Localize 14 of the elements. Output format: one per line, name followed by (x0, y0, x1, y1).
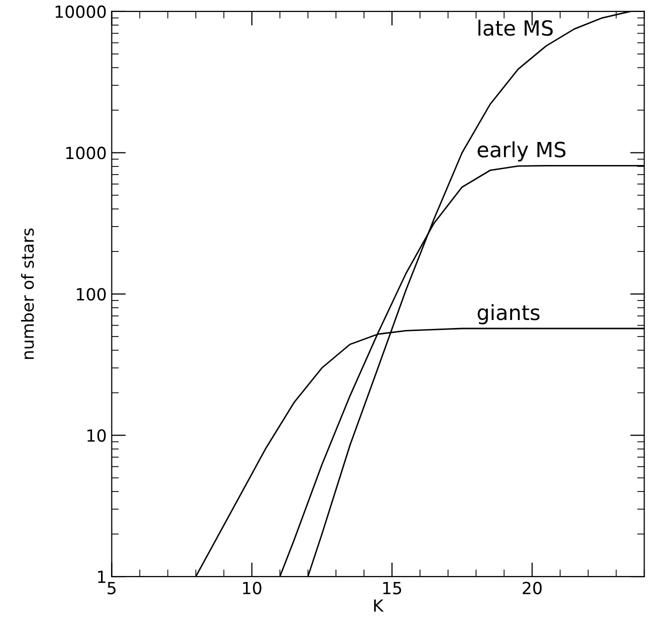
y-tick-label: 1000 (66, 146, 106, 160)
y-tick-label: 10 (87, 429, 106, 442)
legend-label: late MS (478, 20, 553, 36)
series-label: giants (478, 304, 540, 324)
y-tick-label: 1 (98, 570, 106, 583)
y-tick-label: 10000 (56, 5, 106, 18)
y-tick-label: 100 (76, 288, 106, 301)
x-tick-label: 10 (243, 582, 262, 594)
x-axis-title: K (374, 599, 384, 612)
x-tick-label: 15 (383, 582, 402, 594)
y-axis-title: number of stars (21, 228, 34, 359)
series-label: early MS (478, 141, 566, 162)
x-tick-label: 5 (108, 582, 116, 594)
x-tick-label: 20 (522, 582, 542, 594)
